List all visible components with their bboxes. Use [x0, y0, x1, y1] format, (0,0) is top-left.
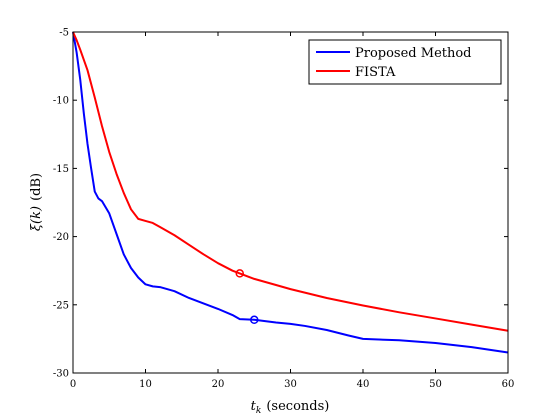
y-axis-label-main: ξ(k) [29, 206, 44, 231]
x-axis-label-main: t [251, 399, 257, 414]
series-line-fista [72, 31, 509, 332]
x-tick-label: 0 [70, 379, 76, 390]
x-axis-label: tk (seconds) [251, 399, 330, 416]
y-tick-label: -25 [53, 300, 69, 311]
legend-label-fista: FISTA [355, 65, 396, 80]
y-axis-label: ξ(k) (dB) [29, 173, 44, 231]
series-marker-proposed-method [250, 315, 259, 325]
y-axis-label-suffix: (dB) [29, 173, 44, 201]
legend: Proposed Method FISTA [308, 39, 502, 85]
x-axis-label-suffix: (seconds) [266, 399, 329, 414]
legend-box [308, 39, 502, 85]
x-tick-label: 10 [139, 379, 152, 390]
x-axis-label-sub: k [256, 406, 261, 416]
y-tick-label: -30 [53, 369, 69, 380]
x-tick-label: 50 [429, 379, 442, 390]
x-tick-label: 60 [502, 379, 515, 390]
legend-label-proposed-method: Proposed Method [355, 46, 472, 61]
x-tick-label: 40 [357, 379, 370, 390]
x-tick-label: 20 [212, 379, 225, 390]
y-tick-label: -5 [59, 28, 69, 39]
series-line-proposed-method [72, 31, 509, 354]
plot-area [73, 32, 508, 373]
series-marker-fista [235, 269, 244, 278]
y-tick-label: -20 [53, 232, 69, 243]
series-layer [72, 31, 509, 354]
y-tick-label: -10 [53, 96, 69, 107]
x-tick-label: 30 [284, 379, 297, 390]
y-tick-label: -15 [53, 164, 69, 175]
plot-frame [72, 31, 509, 374]
